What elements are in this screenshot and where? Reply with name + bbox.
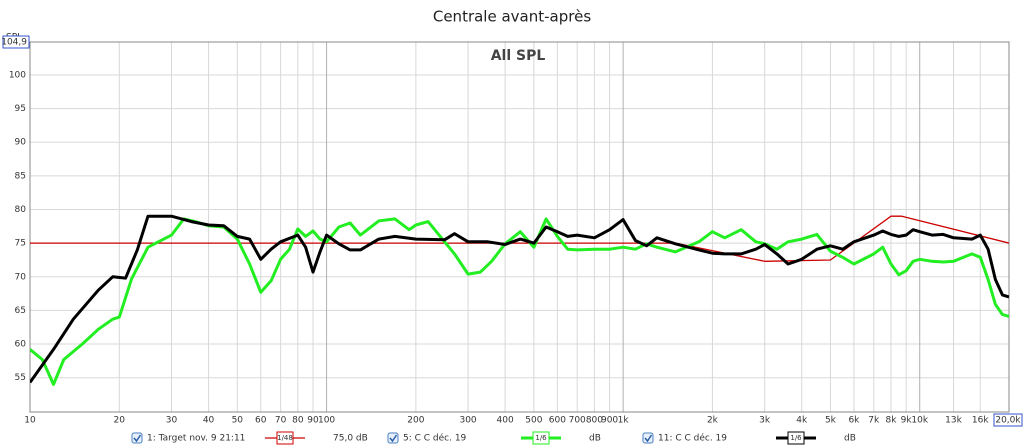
x-tick-label: 100 bbox=[318, 416, 335, 426]
x-tick-label: 20 bbox=[114, 416, 126, 426]
x-tick-label: 300 bbox=[459, 416, 476, 426]
x-tick-label: 600 bbox=[549, 416, 566, 426]
y-tick-label: 95 bbox=[15, 104, 26, 114]
legend-smoothing-box[interactable] bbox=[787, 431, 805, 445]
y-tick-label: 104,9 bbox=[1, 38, 27, 48]
y-tick-box bbox=[2, 35, 30, 49]
legend-label: 1: Target nov. 9 21:11 bbox=[147, 434, 245, 444]
x-tick-label: 40 bbox=[203, 416, 215, 426]
x-tick-label: 700 bbox=[569, 416, 586, 426]
y-tick-label: 70 bbox=[15, 272, 27, 282]
legend-level: dB bbox=[589, 434, 601, 444]
plot-border bbox=[29, 41, 1010, 413]
legend-smoothing-box[interactable] bbox=[532, 431, 550, 445]
x-tick-label: 90 bbox=[307, 416, 319, 426]
x-tick-label: 800 bbox=[586, 416, 603, 426]
legend-smoothing-box[interactable] bbox=[276, 431, 294, 445]
x-tick-label: 10k bbox=[911, 416, 928, 426]
legend-check bbox=[644, 434, 653, 443]
x-tick-label: 60 bbox=[255, 416, 267, 426]
x-tick-label: 6k bbox=[848, 416, 860, 426]
x-tick-box bbox=[993, 413, 1023, 427]
legend-label: 5: C C déc. 19 bbox=[403, 433, 467, 444]
x-tick-label: 3k bbox=[759, 416, 771, 426]
y-tick-label: 80 bbox=[15, 205, 27, 215]
x-tick-label: 13k bbox=[945, 416, 962, 426]
x-tick-label: 400 bbox=[497, 416, 514, 426]
series-line bbox=[30, 214, 1009, 384]
legend-smoothing: 1/48 bbox=[277, 434, 293, 442]
x-tick-label: 2k bbox=[707, 416, 719, 426]
chart-subtitle: All SPL bbox=[491, 48, 546, 64]
legend-check bbox=[389, 434, 398, 443]
x-tick-label: 16k bbox=[972, 416, 989, 426]
x-tick-label: 7k bbox=[868, 416, 880, 426]
x-tick-label: 9k bbox=[901, 416, 913, 426]
y-tick-label: 90 bbox=[15, 138, 27, 148]
x-tick-label: 1k bbox=[618, 416, 630, 426]
y-tick-label: 65 bbox=[15, 306, 26, 316]
legend-label: 11: C C déc. 19 bbox=[658, 433, 727, 444]
legend-smoothing: 1/6 bbox=[535, 434, 547, 442]
x-tick-label: 20,0k bbox=[995, 416, 1021, 426]
x-tick-label: 500 bbox=[525, 416, 542, 426]
x-tick-label: 5k bbox=[825, 416, 837, 426]
plot-area bbox=[29, 41, 1010, 413]
x-tick-label: 10 bbox=[24, 416, 36, 426]
y-tick-label: 75 bbox=[15, 239, 26, 249]
y-tick-label: 85 bbox=[15, 171, 26, 181]
x-tick-label: 200 bbox=[407, 416, 424, 426]
y-tick-label: 55 bbox=[15, 373, 26, 383]
legend-smoothing: 1/6 bbox=[790, 434, 802, 442]
x-tick-label: 900 bbox=[601, 416, 618, 426]
legend-level: 75,0 dB bbox=[333, 434, 368, 444]
x-tick-label: 30 bbox=[166, 416, 178, 426]
x-tick-label: 8k bbox=[886, 416, 898, 426]
legend-check bbox=[133, 434, 142, 443]
chart-title: Centrale avant-après bbox=[433, 8, 591, 26]
y-tick-label: 60 bbox=[15, 340, 27, 350]
x-tick-label: 80 bbox=[292, 416, 304, 426]
x-tick-label: 4k bbox=[796, 416, 808, 426]
y-tick-label: 100 bbox=[9, 70, 26, 80]
legend-level: dB bbox=[844, 434, 856, 444]
x-tick-label: 70 bbox=[275, 416, 287, 426]
x-tick-label: 50 bbox=[232, 416, 244, 426]
